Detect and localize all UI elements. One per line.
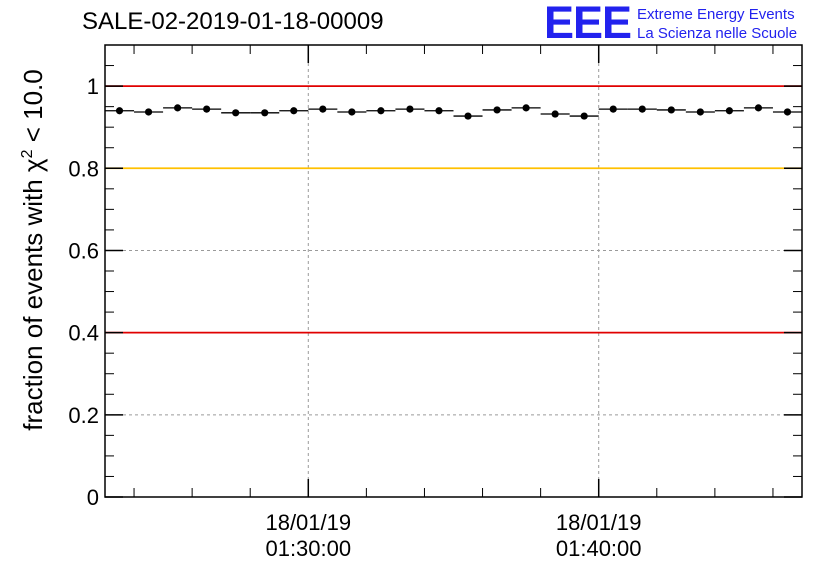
data-point bbox=[435, 107, 443, 115]
data-point bbox=[290, 107, 298, 115]
y-tick-label: 0.6 bbox=[68, 238, 99, 263]
x-tick-time-label: 01:30:00 bbox=[265, 536, 351, 561]
data-point bbox=[115, 107, 124, 115]
data-layer bbox=[105, 104, 802, 120]
data-point bbox=[203, 105, 211, 113]
data-point bbox=[464, 112, 472, 120]
data-point bbox=[551, 110, 559, 118]
data-point bbox=[580, 112, 588, 120]
data-point bbox=[783, 108, 792, 116]
y-tick-label: 0.8 bbox=[68, 156, 99, 181]
data-point bbox=[261, 109, 269, 117]
data-point bbox=[348, 108, 356, 116]
data-point bbox=[725, 107, 733, 115]
data-point bbox=[232, 109, 240, 117]
tick-layer bbox=[105, 44, 802, 498]
reference-lines bbox=[105, 85, 802, 334]
data-point bbox=[522, 104, 530, 112]
plot-title: SALE-02-2019-01-18-00009 bbox=[82, 8, 384, 35]
data-point bbox=[406, 105, 414, 113]
data-point bbox=[174, 104, 182, 112]
y-tick-label: 0.2 bbox=[68, 403, 99, 428]
y-tick-label: 1 bbox=[87, 74, 99, 99]
y-tick-label: 0.4 bbox=[68, 321, 99, 346]
eee-logo: EEE bbox=[544, 0, 632, 48]
data-point bbox=[377, 107, 385, 115]
data-point bbox=[638, 105, 646, 113]
x-tick-time-label: 01:40:00 bbox=[556, 536, 642, 561]
data-point bbox=[144, 108, 153, 116]
y-axis-title: fraction of events with χ2 < 10.0 bbox=[18, 69, 48, 430]
x-tick-date-label: 18/01/19 bbox=[265, 510, 351, 535]
data-point bbox=[493, 106, 501, 114]
y-tick-label: 0 bbox=[87, 485, 99, 510]
data-point bbox=[319, 105, 327, 113]
brand-name: Extreme Energy Events bbox=[637, 6, 795, 23]
data-point bbox=[609, 105, 617, 113]
brand-tagline: La Scienza nelle Scuole bbox=[637, 25, 798, 42]
data-point bbox=[754, 104, 763, 112]
data-point bbox=[696, 108, 704, 116]
label-layer: 00.20.40.60.8118/01/1901:30:0018/01/1901… bbox=[68, 74, 641, 561]
data-point bbox=[667, 106, 675, 114]
x-tick-date-label: 18/01/19 bbox=[556, 510, 642, 535]
